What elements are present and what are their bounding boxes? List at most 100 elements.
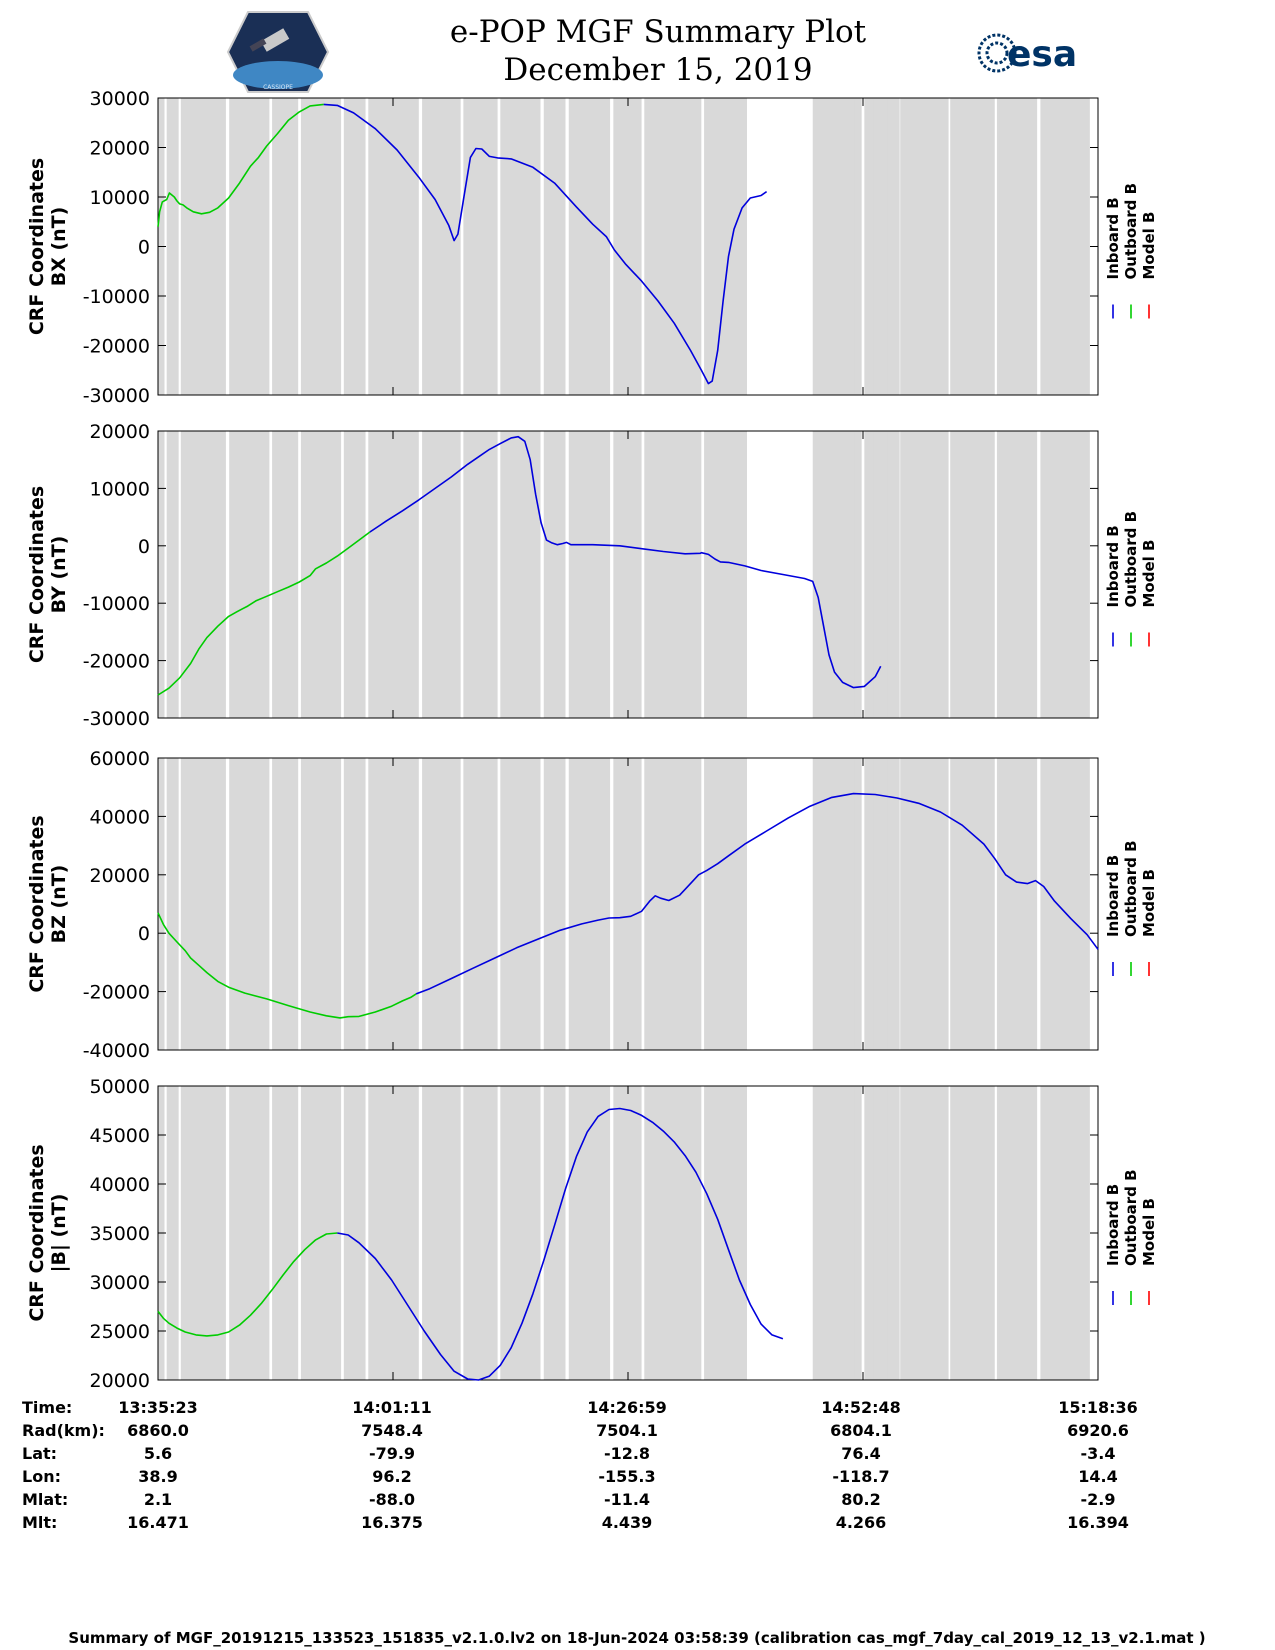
info-cell: -11.4 bbox=[604, 1490, 650, 1509]
info-cell: 2.1 bbox=[144, 1490, 172, 1509]
y-tick-label: 20000 bbox=[90, 1370, 150, 1392]
series-line-outboard bbox=[157, 1232, 338, 1337]
data-gap-band bbox=[644, 431, 702, 718]
data-gap-band bbox=[864, 1086, 900, 1380]
data-gap-band bbox=[917, 431, 921, 718]
info-cell: -3.4 bbox=[1081, 1444, 1116, 1463]
data-gap-band bbox=[917, 98, 921, 395]
data-gap-band bbox=[917, 758, 921, 1050]
data-gap-band bbox=[857, 758, 861, 1050]
esa-logo-text: esa bbox=[1007, 34, 1077, 75]
y-axis-label: CRF CoordinatesBZ (nT) bbox=[26, 815, 70, 992]
y-tick-label: 0 bbox=[138, 536, 150, 558]
data-gap-band bbox=[568, 431, 611, 718]
data-gap-band bbox=[463, 758, 498, 1050]
data-gap-band bbox=[1014, 758, 1017, 1050]
data-gap-band bbox=[422, 98, 461, 395]
data-gap-band bbox=[998, 1086, 1038, 1380]
y-axis-label: CRF CoordinatesBX (nT) bbox=[26, 158, 70, 335]
panel-2: 20000 10000 0 -10000 -20000 -30000 CRF Coordin… bbox=[26, 421, 1158, 730]
info-cell: 16.394 bbox=[1067, 1513, 1129, 1532]
legend-label-outboard: Outboard B bbox=[1122, 1169, 1140, 1266]
data-gap-band bbox=[951, 431, 995, 718]
data-gap-band bbox=[166, 1086, 179, 1380]
data-gap-band bbox=[229, 1086, 270, 1380]
data-gap-band bbox=[1014, 431, 1017, 718]
data-gap-band bbox=[951, 1086, 995, 1380]
y-tick-label: 30000 bbox=[90, 88, 150, 110]
data-gap-band bbox=[463, 98, 498, 395]
cassiope-logo-label: CASSIOPE bbox=[263, 84, 293, 91]
data-gap-band bbox=[900, 758, 903, 1050]
data-gap-band bbox=[998, 758, 1038, 1050]
series-line-inboard bbox=[323, 103, 768, 385]
data-gap-band bbox=[871, 431, 874, 718]
data-gap-band bbox=[1014, 98, 1017, 395]
data-gap-band bbox=[613, 1086, 642, 1380]
info-cell: -118.7 bbox=[832, 1467, 889, 1486]
info-row-label: Time: bbox=[22, 1398, 72, 1417]
data-gap-band bbox=[854, 98, 858, 395]
legend-label-inboard: Inboard B bbox=[1104, 197, 1122, 279]
data-gap-band bbox=[857, 431, 861, 718]
data-gap-band bbox=[166, 758, 179, 1050]
info-cell: -79.9 bbox=[369, 1444, 415, 1463]
data-gap-band bbox=[543, 98, 566, 395]
data-gap-band bbox=[272, 98, 299, 395]
data-gap-band bbox=[902, 98, 949, 395]
data-gap-band bbox=[166, 431, 179, 718]
legend-label-outboard: Outboard B bbox=[1122, 511, 1140, 608]
info-row-label: Mlt: bbox=[22, 1513, 57, 1532]
data-gap-band bbox=[887, 758, 890, 1050]
y-tick-label: 20000 bbox=[90, 138, 150, 160]
data-gap-band bbox=[876, 758, 879, 1050]
series-line-inboard bbox=[337, 1107, 784, 1381]
data-gap-band bbox=[180, 1086, 226, 1380]
data-gap-band bbox=[613, 431, 642, 718]
data-gap-band bbox=[857, 1086, 861, 1380]
info-cell: 5.6 bbox=[144, 1444, 172, 1463]
info-cell: 7504.1 bbox=[596, 1421, 658, 1440]
data-gap-band bbox=[1031, 98, 1035, 395]
y-tick-label: -20000 bbox=[83, 982, 150, 1004]
data-gap-band bbox=[864, 758, 900, 1050]
data-gap-band bbox=[864, 431, 900, 718]
info-row-label: Lon: bbox=[22, 1467, 61, 1486]
legend-label-model: Model B bbox=[1140, 869, 1158, 937]
data-gap-band bbox=[950, 98, 953, 395]
data-gap-band bbox=[857, 98, 861, 395]
info-row-label: Mlat: bbox=[22, 1490, 68, 1509]
info-cell: 6804.1 bbox=[830, 1421, 892, 1440]
esa-logo: esa bbox=[977, 33, 1077, 75]
data-gap-band bbox=[900, 1086, 903, 1380]
info-cell: -155.3 bbox=[598, 1467, 655, 1486]
info-cell: -88.0 bbox=[369, 1490, 415, 1509]
data-gap-band bbox=[644, 98, 702, 395]
y-tick-label: 45000 bbox=[90, 1125, 150, 1147]
footer-text: Summary of MGF_20191215_133523_151835_v2… bbox=[68, 1629, 1205, 1647]
data-gap-band bbox=[1031, 1086, 1035, 1380]
data-gap-band bbox=[1040, 1086, 1090, 1380]
y-tick-label: 40000 bbox=[90, 1174, 150, 1196]
y-tick-label: 20000 bbox=[90, 865, 150, 887]
data-gap-band bbox=[998, 98, 1038, 395]
y-tick-label: 10000 bbox=[90, 187, 150, 209]
data-gap-band bbox=[1040, 431, 1090, 718]
series-line-inboard bbox=[369, 435, 882, 689]
data-gap-band bbox=[876, 431, 879, 718]
data-gap-band bbox=[812, 431, 862, 718]
data-gap-band bbox=[951, 98, 995, 395]
data-gap-band bbox=[996, 98, 1000, 395]
y-tick-label: -30000 bbox=[83, 385, 150, 407]
data-gap-band bbox=[180, 431, 226, 718]
data-gap-band bbox=[463, 1086, 498, 1380]
data-gap-band bbox=[876, 1086, 879, 1380]
data-gap-band bbox=[500, 98, 541, 395]
data-gap-band bbox=[704, 431, 747, 718]
info-row-label: Lat: bbox=[22, 1444, 57, 1463]
data-gap-band bbox=[902, 431, 949, 718]
legend-label-model: Model B bbox=[1140, 1198, 1158, 1266]
data-gap-band bbox=[900, 98, 903, 395]
info-cell: 4.439 bbox=[602, 1513, 653, 1532]
data-gap-band bbox=[422, 1086, 461, 1380]
